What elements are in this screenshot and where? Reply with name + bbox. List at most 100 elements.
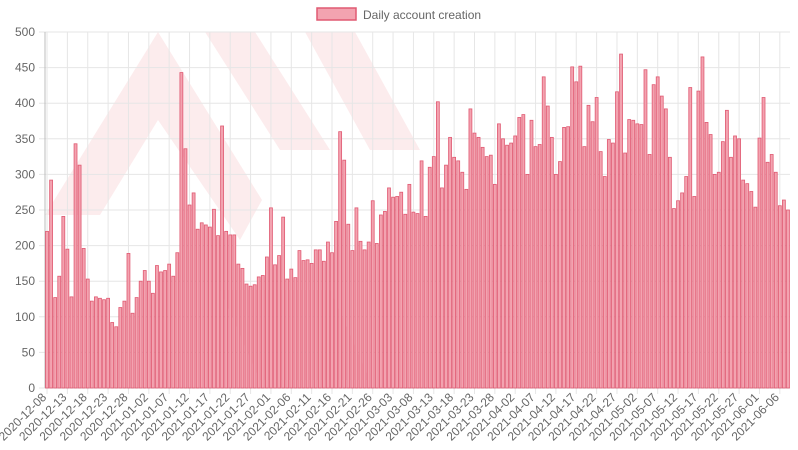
bar[interactable] bbox=[712, 173, 717, 389]
bar[interactable] bbox=[411, 211, 416, 389]
bar[interactable] bbox=[399, 191, 404, 389]
bar[interactable] bbox=[45, 230, 49, 389]
bar[interactable] bbox=[590, 121, 595, 389]
bar[interactable] bbox=[431, 156, 436, 389]
bar[interactable] bbox=[753, 206, 758, 389]
bar[interactable] bbox=[220, 125, 224, 389]
legend-label[interactable]: Daily account creation bbox=[363, 8, 481, 22]
bar[interactable] bbox=[757, 137, 762, 389]
bar[interactable] bbox=[777, 205, 782, 389]
bar[interactable] bbox=[680, 192, 684, 389]
bar[interactable] bbox=[330, 252, 334, 389]
bar[interactable] bbox=[305, 259, 310, 389]
bar[interactable] bbox=[102, 299, 106, 389]
bar[interactable] bbox=[786, 209, 790, 389]
bar[interactable] bbox=[452, 156, 457, 389]
bar[interactable] bbox=[346, 223, 351, 389]
bar[interactable] bbox=[729, 156, 733, 389]
bar[interactable] bbox=[326, 241, 330, 389]
bar[interactable] bbox=[142, 270, 147, 389]
bar[interactable] bbox=[391, 196, 395, 389]
bar[interactable] bbox=[269, 207, 273, 389]
bar[interactable] bbox=[370, 200, 375, 389]
bar[interactable] bbox=[725, 109, 729, 389]
bar[interactable] bbox=[175, 252, 180, 389]
bar[interactable] bbox=[488, 154, 493, 389]
bar[interactable] bbox=[611, 142, 615, 389]
bar[interactable] bbox=[549, 136, 554, 389]
bar[interactable] bbox=[655, 76, 660, 389]
bar[interactable] bbox=[403, 213, 408, 389]
bar[interactable] bbox=[659, 95, 664, 389]
bar[interactable] bbox=[598, 151, 603, 389]
bar[interactable] bbox=[476, 136, 481, 389]
bar[interactable] bbox=[570, 66, 575, 389]
bar[interactable] bbox=[49, 179, 53, 389]
bar[interactable] bbox=[444, 164, 448, 389]
bar[interactable] bbox=[334, 220, 338, 389]
bar[interactable] bbox=[395, 196, 400, 389]
bar[interactable] bbox=[415, 213, 420, 389]
bar[interactable] bbox=[558, 161, 562, 389]
bar[interactable] bbox=[187, 204, 192, 389]
bar[interactable] bbox=[773, 171, 778, 389]
bar[interactable] bbox=[541, 76, 546, 389]
bar[interactable] bbox=[684, 176, 689, 389]
bar[interactable] bbox=[521, 114, 526, 389]
bar[interactable] bbox=[134, 297, 139, 389]
bar[interactable] bbox=[94, 296, 98, 389]
bar[interactable] bbox=[615, 91, 619, 389]
bar[interactable] bbox=[122, 300, 127, 389]
bar[interactable] bbox=[183, 148, 188, 389]
bar[interactable] bbox=[85, 278, 90, 389]
bar[interactable] bbox=[155, 265, 159, 389]
bar[interactable] bbox=[362, 249, 367, 389]
bar[interactable] bbox=[216, 235, 220, 389]
bar[interactable] bbox=[562, 127, 566, 389]
bar[interactable] bbox=[460, 171, 465, 389]
bar[interactable] bbox=[248, 285, 253, 389]
bar[interactable] bbox=[668, 156, 672, 389]
legend[interactable]: Daily account creation bbox=[316, 7, 481, 22]
bar[interactable] bbox=[256, 276, 261, 389]
bar[interactable] bbox=[782, 199, 786, 389]
bar[interactable] bbox=[435, 101, 440, 389]
bar[interactable] bbox=[106, 297, 110, 389]
bar[interactable] bbox=[688, 87, 693, 389]
bar[interactable] bbox=[191, 192, 196, 389]
bar[interactable] bbox=[358, 240, 363, 389]
bar[interactable] bbox=[708, 134, 713, 389]
bar[interactable] bbox=[692, 196, 697, 389]
bar[interactable] bbox=[309, 262, 314, 389]
bar[interactable] bbox=[651, 84, 656, 389]
bar[interactable] bbox=[741, 179, 746, 389]
bar[interactable] bbox=[720, 141, 725, 389]
bar[interactable] bbox=[513, 135, 518, 389]
legend-swatch[interactable] bbox=[316, 7, 357, 21]
bar[interactable] bbox=[69, 296, 74, 389]
bar[interactable] bbox=[635, 123, 640, 389]
bar[interactable] bbox=[647, 154, 652, 389]
bar[interactable] bbox=[98, 297, 102, 389]
bar[interactable] bbox=[554, 173, 558, 389]
bar[interactable] bbox=[737, 138, 741, 389]
bar[interactable] bbox=[281, 216, 286, 389]
bar[interactable] bbox=[464, 188, 469, 389]
bar[interactable] bbox=[130, 312, 135, 389]
bar[interactable] bbox=[423, 216, 428, 389]
bar[interactable] bbox=[582, 146, 587, 389]
bar[interactable] bbox=[171, 275, 176, 389]
bar[interactable] bbox=[407, 183, 412, 389]
bar[interactable] bbox=[260, 275, 265, 389]
bar[interactable] bbox=[118, 307, 123, 389]
bar[interactable] bbox=[65, 248, 70, 389]
bar[interactable] bbox=[322, 260, 326, 389]
bar[interactable] bbox=[745, 183, 750, 389]
bar[interactable] bbox=[586, 104, 591, 389]
bar[interactable] bbox=[492, 183, 497, 389]
bar[interactable] bbox=[208, 226, 212, 389]
bar[interactable] bbox=[578, 65, 583, 389]
bar[interactable] bbox=[301, 260, 306, 389]
bar[interactable] bbox=[89, 300, 94, 389]
bar[interactable] bbox=[236, 263, 241, 389]
